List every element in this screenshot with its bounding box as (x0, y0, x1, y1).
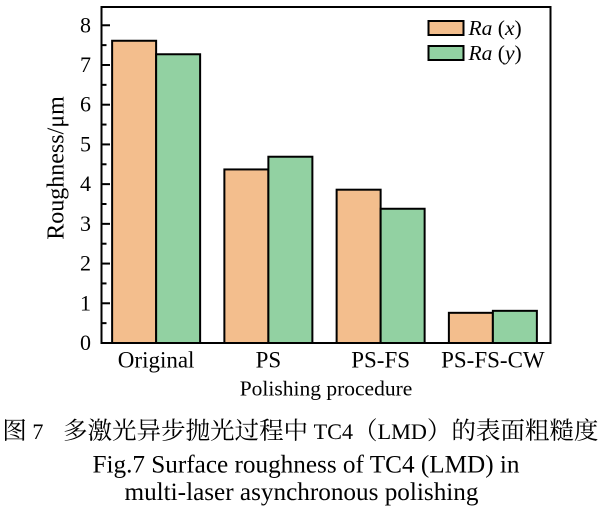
legend-label: Ra (x) (468, 16, 522, 40)
y-tick-label: 2 (80, 251, 91, 276)
bar-Original-y (155, 53, 202, 344)
legend-swatch-x (427, 20, 465, 36)
legend-label-part: ( (492, 16, 505, 40)
legend-label: Ra (y) (468, 41, 522, 65)
x-category-label: Original (118, 348, 195, 373)
x-category-label: PS-FS (351, 348, 410, 373)
bar-Original-x (111, 39, 158, 345)
legend-label-part: Ra (468, 41, 493, 65)
y-axis-tick-labels: 0 1 2 3 4 5 6 7 8 (80, 12, 91, 355)
bar-PS-FS-CW-y (491, 309, 538, 344)
y-tick-label: 8 (80, 12, 91, 37)
bar-series (111, 39, 538, 345)
legend-label-part: Ra (468, 16, 493, 40)
y-tick-label: 1 (80, 290, 91, 315)
caption-line-english-1: Fig.7 Surface roughness of TC4 (LMD) in (93, 452, 520, 479)
bar-PS-FS-x (335, 188, 382, 344)
y-tick-label: 4 (80, 171, 91, 196)
bar-PS-FS-y (379, 207, 426, 344)
caption-line-chinese (5, 418, 598, 442)
plot-frame (100, 6, 552, 344)
y-axis-title: Roughness/μm (44, 96, 70, 240)
x-axis-category-labels: Original PS PS-FS PS-FS-CW (118, 348, 545, 373)
legend-label-part: ( (492, 41, 505, 65)
bar-PS-FS-CW-x (447, 311, 494, 345)
bar-PS-y (267, 155, 314, 344)
legend-label-part: ) (514, 16, 521, 40)
x-category-label: PS (256, 348, 282, 373)
legend-label-part: y (503, 41, 515, 65)
bar-PS-x (223, 168, 270, 344)
legend-label-part: x (504, 16, 515, 40)
y-tick-label: 0 (80, 330, 91, 355)
x-axis-title: Polishing procedure (240, 377, 413, 401)
y-tick-label: 6 (80, 92, 91, 117)
y-axis-ticks (101, 24, 110, 344)
caption-line-english-2: multi-laser asynchronous polishing (125, 479, 479, 506)
x-category-label: PS-FS-CW (441, 348, 545, 373)
y-tick-label: 5 (80, 131, 91, 156)
legend-swatch-y (427, 45, 465, 61)
y-tick-label: 3 (80, 211, 91, 236)
legend-label-part: ) (514, 41, 521, 65)
y-tick-label: 7 (80, 52, 91, 77)
legend: Ra (x)Ra (y) (427, 16, 522, 65)
